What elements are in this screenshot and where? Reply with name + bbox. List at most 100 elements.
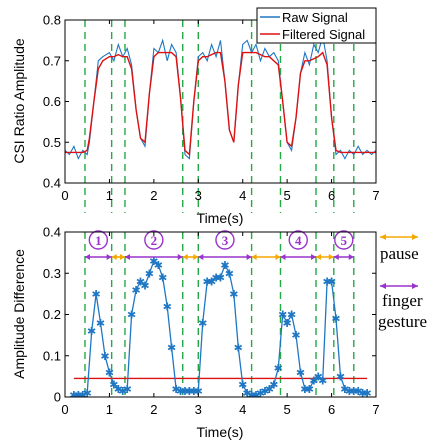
data-point-marker: ✱ xyxy=(171,383,180,396)
data-point-marker: ✱ xyxy=(225,267,234,280)
data-point-marker: ✱ xyxy=(256,387,265,400)
legend-filtered-label: Filtered Signal xyxy=(282,27,365,42)
pause-span-arrow-head xyxy=(111,254,117,260)
raw-signal-line xyxy=(65,36,376,160)
y-tick-label: 0.1 xyxy=(43,348,61,363)
pause-span-arrow-head xyxy=(316,254,322,260)
gesture-span-arrow-head xyxy=(311,254,317,260)
gesture-span-arrow-head xyxy=(124,254,130,260)
data-point-marker: ✱ xyxy=(283,317,292,330)
data-point-marker: ✱ xyxy=(287,309,296,322)
side-legend: pause finger gesture xyxy=(378,234,427,331)
gesture-number-label: 3 xyxy=(222,233,229,248)
data-point-marker: ✱ xyxy=(136,276,145,289)
pause-span-arrow-head xyxy=(251,254,257,260)
x-tick-label: 6 xyxy=(328,402,335,417)
data-point-marker: ✱ xyxy=(349,385,358,398)
filtered-signal-line xyxy=(65,51,376,156)
amplitude-difference-line xyxy=(73,259,368,396)
data-point-marker: ✱ xyxy=(114,383,123,396)
data-point-marker: ✱ xyxy=(234,342,243,355)
gesture-annotations: 1 2 3 4 5 xyxy=(84,230,354,260)
data-point-marker: ✱ xyxy=(305,383,314,396)
x-tick-label: 1 xyxy=(106,402,113,417)
pause-span-arrow-head xyxy=(193,254,199,260)
y-tick-label: 0.5 xyxy=(43,135,61,150)
data-point-marker: ✱ xyxy=(220,259,229,272)
data-point-marker: ✱ xyxy=(96,317,105,330)
data-point-marker: ✱ xyxy=(83,387,92,400)
top-vlines xyxy=(84,20,355,213)
legend-raw-label: Raw Signal xyxy=(282,10,348,25)
x-tick-label: 3 xyxy=(195,402,202,417)
data-point-marker: ✱ xyxy=(127,309,136,322)
y-tick-label: 0.6 xyxy=(43,94,61,109)
data-point-marker: ✱ xyxy=(109,379,118,392)
data-point-marker: ✱ xyxy=(211,271,220,284)
data-point-marker: ✱ xyxy=(185,385,194,398)
gesture-number-circle xyxy=(144,230,164,250)
data-point-marker: ✱ xyxy=(243,387,252,400)
data-point-marker: ✱ xyxy=(100,350,109,363)
gesture-span-arrow-head xyxy=(198,254,204,260)
top-legend: Raw Signal Filtered Signal xyxy=(256,7,377,44)
data-point-marker: ✱ xyxy=(118,385,127,398)
data-point-marker: ✱ xyxy=(340,383,349,396)
data-point-marker: ✱ xyxy=(198,317,207,330)
gesture-span-arrow-head xyxy=(280,254,286,260)
y-tick-label: 0 xyxy=(54,390,61,405)
pause-arrow-right-head xyxy=(412,234,418,240)
data-point-marker: ✱ xyxy=(300,383,309,396)
data-point-marker: ✱ xyxy=(331,313,340,326)
data-point-marker: ✱ xyxy=(149,255,158,268)
x-tick-label: 0 xyxy=(61,188,68,203)
data-point-marker: ✱ xyxy=(229,288,238,301)
data-point-marker: ✱ xyxy=(269,379,278,392)
x-tick-label: 0 xyxy=(61,402,68,417)
data-point-marker: ✱ xyxy=(154,259,163,272)
data-point-marker: ✱ xyxy=(251,389,260,402)
data-point-marker: ✱ xyxy=(336,370,345,383)
data-point-marker: ✱ xyxy=(274,362,283,375)
pause-span-arrow-head xyxy=(328,254,334,260)
data-point-marker: ✱ xyxy=(216,271,225,284)
gesture-number-label: 1 xyxy=(95,233,102,248)
data-point-marker: ✱ xyxy=(69,389,78,402)
gesture-span-arrow-head xyxy=(246,254,252,260)
bottom-y-ticks: 0 0.1 0.2 0.3 0.4 xyxy=(43,225,376,405)
gesture-number-label: 2 xyxy=(151,233,158,248)
top-x-ticks: 0 1 2 3 4 5 6 7 xyxy=(61,20,380,203)
top-y-axis-label: CSI Ratio Amplitude xyxy=(11,38,27,163)
data-point-marker: ✱ xyxy=(167,342,176,355)
data-point-marker: ✱ xyxy=(265,383,274,396)
gesture-number-label: 4 xyxy=(295,233,302,248)
gesture-number-circle xyxy=(288,230,308,250)
gesture-span-arrow-head xyxy=(106,254,112,260)
x-tick-label: 2 xyxy=(150,188,157,203)
y-tick-label: 0.4 xyxy=(43,176,61,191)
data-point-marker: ✱ xyxy=(105,366,114,379)
gesture-span-arrow-head xyxy=(333,254,339,260)
data-point-marker: ✱ xyxy=(140,280,149,293)
x-tick-label: 4 xyxy=(239,188,246,203)
data-point-marker: ✱ xyxy=(238,379,247,392)
data-point-marker: ✱ xyxy=(180,385,189,398)
x-tick-label: 7 xyxy=(372,402,379,417)
data-point-marker: ✱ xyxy=(363,387,372,400)
data-point-marker: ✱ xyxy=(163,300,172,313)
x-tick-label: 5 xyxy=(284,188,291,203)
x-tick-label: 4 xyxy=(239,402,246,417)
data-point-marker: ✱ xyxy=(247,389,256,402)
data-point-marker: ✱ xyxy=(87,325,96,338)
data-point-marker: ✱ xyxy=(158,271,167,284)
data-point-marker: ✱ xyxy=(74,389,83,402)
data-point-marker: ✱ xyxy=(291,329,300,342)
x-tick-label: 7 xyxy=(372,188,379,203)
data-point-marker: ✱ xyxy=(327,276,336,289)
data-point-marker: ✱ xyxy=(176,385,185,398)
bottom-vlines xyxy=(84,232,355,397)
gesture-number-circle xyxy=(215,230,235,250)
x-tick-label: 2 xyxy=(150,402,157,417)
data-point-marker: ✱ xyxy=(323,276,332,289)
y-tick-label: 0.3 xyxy=(43,266,61,281)
